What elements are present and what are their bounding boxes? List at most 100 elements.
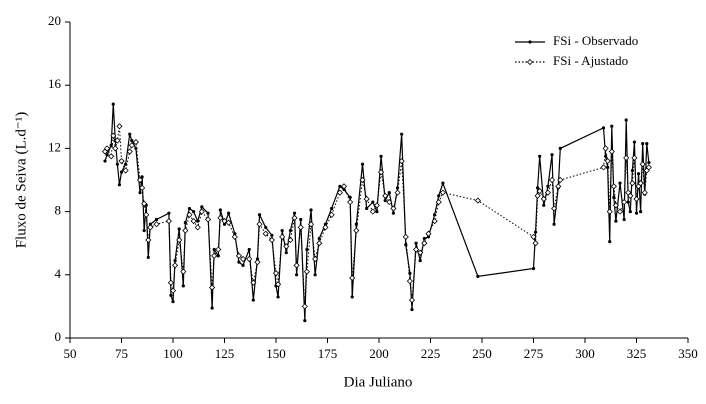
marker xyxy=(299,217,303,222)
marker xyxy=(284,251,288,255)
y-tick-label: 16 xyxy=(48,76,62,91)
x-tick-label: 275 xyxy=(524,346,544,361)
marker xyxy=(439,189,446,196)
legend-marker xyxy=(526,58,534,66)
marker xyxy=(190,218,197,225)
marker xyxy=(118,157,125,165)
marker xyxy=(287,236,294,244)
marker xyxy=(426,235,431,239)
marker xyxy=(312,255,319,263)
marker xyxy=(602,145,609,152)
marker xyxy=(110,132,117,139)
marker xyxy=(330,206,334,211)
marker xyxy=(476,274,480,278)
marker xyxy=(215,246,222,253)
marker xyxy=(558,146,562,150)
marker xyxy=(297,224,304,231)
marker xyxy=(257,213,262,217)
marker xyxy=(629,180,636,187)
marker xyxy=(303,319,307,323)
marker xyxy=(200,205,204,209)
x-tick-label: 150 xyxy=(266,346,286,361)
marker xyxy=(645,142,649,146)
marker xyxy=(633,195,640,203)
x-tick-label: 50 xyxy=(64,346,77,361)
y-tick-label: 0 xyxy=(55,329,62,344)
marker xyxy=(536,187,543,195)
marker xyxy=(192,210,196,214)
marker xyxy=(126,148,133,155)
marker xyxy=(148,222,152,226)
marker xyxy=(606,165,610,169)
marker xyxy=(534,192,541,199)
marker xyxy=(606,208,613,215)
marker xyxy=(622,217,626,222)
marker xyxy=(386,199,393,206)
marker xyxy=(349,274,356,282)
marker xyxy=(235,252,242,259)
y-tick-label: 4 xyxy=(55,266,62,281)
marker xyxy=(316,240,323,247)
marker xyxy=(173,258,177,263)
marker xyxy=(251,298,255,302)
marker xyxy=(165,218,172,225)
legend-marker xyxy=(528,40,532,44)
marker xyxy=(143,211,150,218)
marker xyxy=(348,195,352,199)
x-tick-label: 75 xyxy=(115,346,128,361)
x-axis-title: Dia Juliano xyxy=(344,374,413,390)
marker xyxy=(169,293,173,297)
marker xyxy=(180,268,187,275)
marker xyxy=(250,279,257,286)
marker xyxy=(621,199,628,206)
marker xyxy=(336,189,343,196)
marker xyxy=(171,300,175,304)
marker xyxy=(353,227,360,234)
marker xyxy=(441,181,445,185)
marker xyxy=(171,262,179,269)
y-tick-label: 12 xyxy=(48,139,61,154)
marker xyxy=(373,202,381,209)
marker xyxy=(551,205,558,212)
marker xyxy=(639,210,643,214)
marker xyxy=(474,197,481,204)
marker xyxy=(647,161,651,165)
marker xyxy=(328,211,335,218)
marker xyxy=(183,221,187,225)
marker xyxy=(639,161,646,168)
marker xyxy=(601,126,606,130)
marker xyxy=(301,303,308,310)
marker xyxy=(309,208,313,212)
marker xyxy=(317,236,321,241)
marker xyxy=(400,132,404,136)
x-tick-label: 100 xyxy=(163,346,183,361)
marker xyxy=(422,236,426,241)
marker xyxy=(241,263,245,267)
marker xyxy=(153,221,160,228)
marker xyxy=(531,266,536,271)
y-tick-label: 20 xyxy=(48,13,61,28)
y-axis-title: Fluxo de Seiva (L.d⁻¹) xyxy=(13,112,29,249)
marker xyxy=(292,211,297,215)
marker xyxy=(634,211,639,215)
marker xyxy=(119,170,124,174)
marker xyxy=(548,176,556,184)
marker xyxy=(128,142,135,149)
marker xyxy=(307,221,315,228)
marker xyxy=(187,206,192,211)
marker xyxy=(390,205,397,212)
marker xyxy=(322,224,329,231)
marker xyxy=(182,227,189,234)
marker xyxy=(211,252,218,259)
x-tick-label: 325 xyxy=(627,346,647,361)
marker xyxy=(112,145,119,152)
marker xyxy=(147,224,154,231)
marker xyxy=(365,206,369,211)
marker xyxy=(636,172,641,176)
marker xyxy=(291,214,298,221)
marker xyxy=(557,176,564,184)
marker xyxy=(369,208,376,215)
marker xyxy=(628,210,632,214)
marker xyxy=(142,228,146,233)
marker xyxy=(305,247,309,252)
